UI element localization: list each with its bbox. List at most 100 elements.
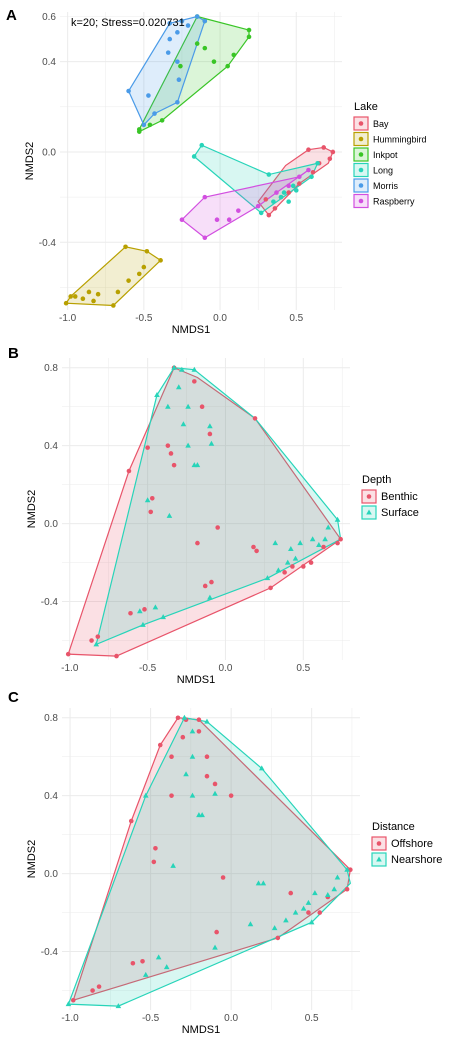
point-morris <box>179 18 185 24</box>
point-surface <box>191 366 198 372</box>
point-hummingbird <box>158 258 163 263</box>
legend: Lake Bay Hummingbird Inkpot Long Morris Raspbe… <box>353 101 427 209</box>
point-surface <box>171 364 177 370</box>
point-nearshore <box>300 905 307 911</box>
point-nearshore <box>142 971 149 977</box>
x-axis-title: NMDS1 <box>182 1024 221 1036</box>
legend-label: Morris <box>373 181 398 191</box>
point-benthic <box>199 404 205 410</box>
y-tick-label: 0.4 <box>44 791 58 802</box>
point-surface <box>309 536 316 542</box>
point-nearshore <box>260 880 267 886</box>
points <box>65 714 353 1009</box>
point-benthic <box>268 585 273 591</box>
point-inkpot <box>194 41 200 46</box>
point-long <box>278 194 284 200</box>
point-nearshore <box>331 886 338 892</box>
point-nearshore <box>334 874 341 880</box>
point-hummingbird <box>123 244 128 250</box>
point-bay <box>310 169 316 175</box>
point-benthic <box>114 653 119 659</box>
legend-marker-morris <box>358 183 364 188</box>
point-offshore <box>153 845 158 851</box>
x-tick-label: -0.5 <box>139 663 157 674</box>
point-surface <box>144 497 151 503</box>
point-inkpot <box>136 127 142 132</box>
point-offshore <box>212 781 218 787</box>
point-long <box>271 199 276 204</box>
point-surface <box>288 545 294 551</box>
point-long <box>266 172 272 177</box>
point-inkpot <box>147 122 153 128</box>
y-tick-label: 0.0 <box>44 519 58 530</box>
point-nearshore <box>324 892 331 898</box>
point-morris <box>185 23 191 28</box>
point-surface <box>185 403 191 409</box>
legend-title: Distance <box>372 821 415 833</box>
point-offshore <box>344 886 350 892</box>
point-surface <box>180 421 187 427</box>
point-nearshore <box>170 862 176 868</box>
legend-title: Depth <box>362 474 391 486</box>
point-offshore <box>130 960 136 966</box>
point-nearshore <box>142 792 149 798</box>
legend-marker-raspberry <box>358 198 364 204</box>
x-tick-label: 0.5 <box>296 663 310 674</box>
point-benthic <box>149 495 155 501</box>
point-inkpot <box>202 45 208 51</box>
point-long <box>191 154 197 159</box>
legend-item-raspberry: Raspberry <box>353 193 415 209</box>
y-tick-label: -0.4 <box>41 947 59 958</box>
y-ticks: -0.4 0.0 0.4 0.8 <box>41 713 59 958</box>
point-morris <box>152 111 157 116</box>
point-long <box>258 210 264 216</box>
point-surface <box>179 366 185 372</box>
point-benthic <box>171 462 177 468</box>
point-nearshore <box>344 866 350 872</box>
point-bay <box>297 181 302 186</box>
point-benthic <box>128 610 133 616</box>
x-tick-label: -1.0 <box>61 663 79 674</box>
point-offshore <box>196 717 202 722</box>
stress-annotation: k=20; Stress=0.020731 <box>71 17 185 29</box>
point-benthic <box>65 651 71 657</box>
hull-surface <box>95 367 342 646</box>
legend-item-bay: Bay <box>353 116 389 131</box>
point-offshore <box>70 997 76 1003</box>
point-benthic <box>282 570 287 575</box>
x-ticks: -1.0 -0.5 0.0 0.5 <box>59 313 304 324</box>
point-nearshore <box>181 714 188 720</box>
point-bay <box>266 212 272 218</box>
point-benthic <box>202 583 208 589</box>
point-nearshore <box>212 944 218 950</box>
point-offshore <box>128 818 134 824</box>
point-hummingbird <box>91 298 96 304</box>
y-tick-label: -0.4 <box>41 597 59 608</box>
point-nearshore <box>189 753 196 759</box>
point-bay <box>272 206 278 211</box>
point-benthic <box>165 443 171 448</box>
point-benthic <box>148 509 154 515</box>
point-morris <box>175 59 180 64</box>
panel-b: B -1.0 -0.5 0.0 0.5 -0.4 0.0 0.4 0.8 NMDS1 NMDS2 De… <box>8 345 419 686</box>
point-surface <box>264 575 271 581</box>
point-benthic <box>252 416 258 421</box>
legend-label: Bay <box>373 119 389 129</box>
point-inkpot <box>211 59 217 64</box>
point-nearshore <box>212 790 218 796</box>
legend-marker-inkpot <box>358 152 364 157</box>
y-tick-label: 0.0 <box>44 869 58 880</box>
point-surface <box>137 608 143 614</box>
point-bay <box>286 190 291 195</box>
point-morris <box>175 100 180 105</box>
point-bay <box>327 156 333 162</box>
legend-label: Surface <box>381 507 419 519</box>
x-ticks: -1.0 -0.5 0.0 0.5 <box>61 663 311 674</box>
x-axis-title: NMDS1 <box>177 674 216 686</box>
point-nearshore <box>305 899 312 905</box>
legend-label: Benthic <box>381 491 418 503</box>
point-bay <box>306 147 311 153</box>
point-hummingbird <box>95 291 101 297</box>
point-inkpot <box>225 63 230 69</box>
